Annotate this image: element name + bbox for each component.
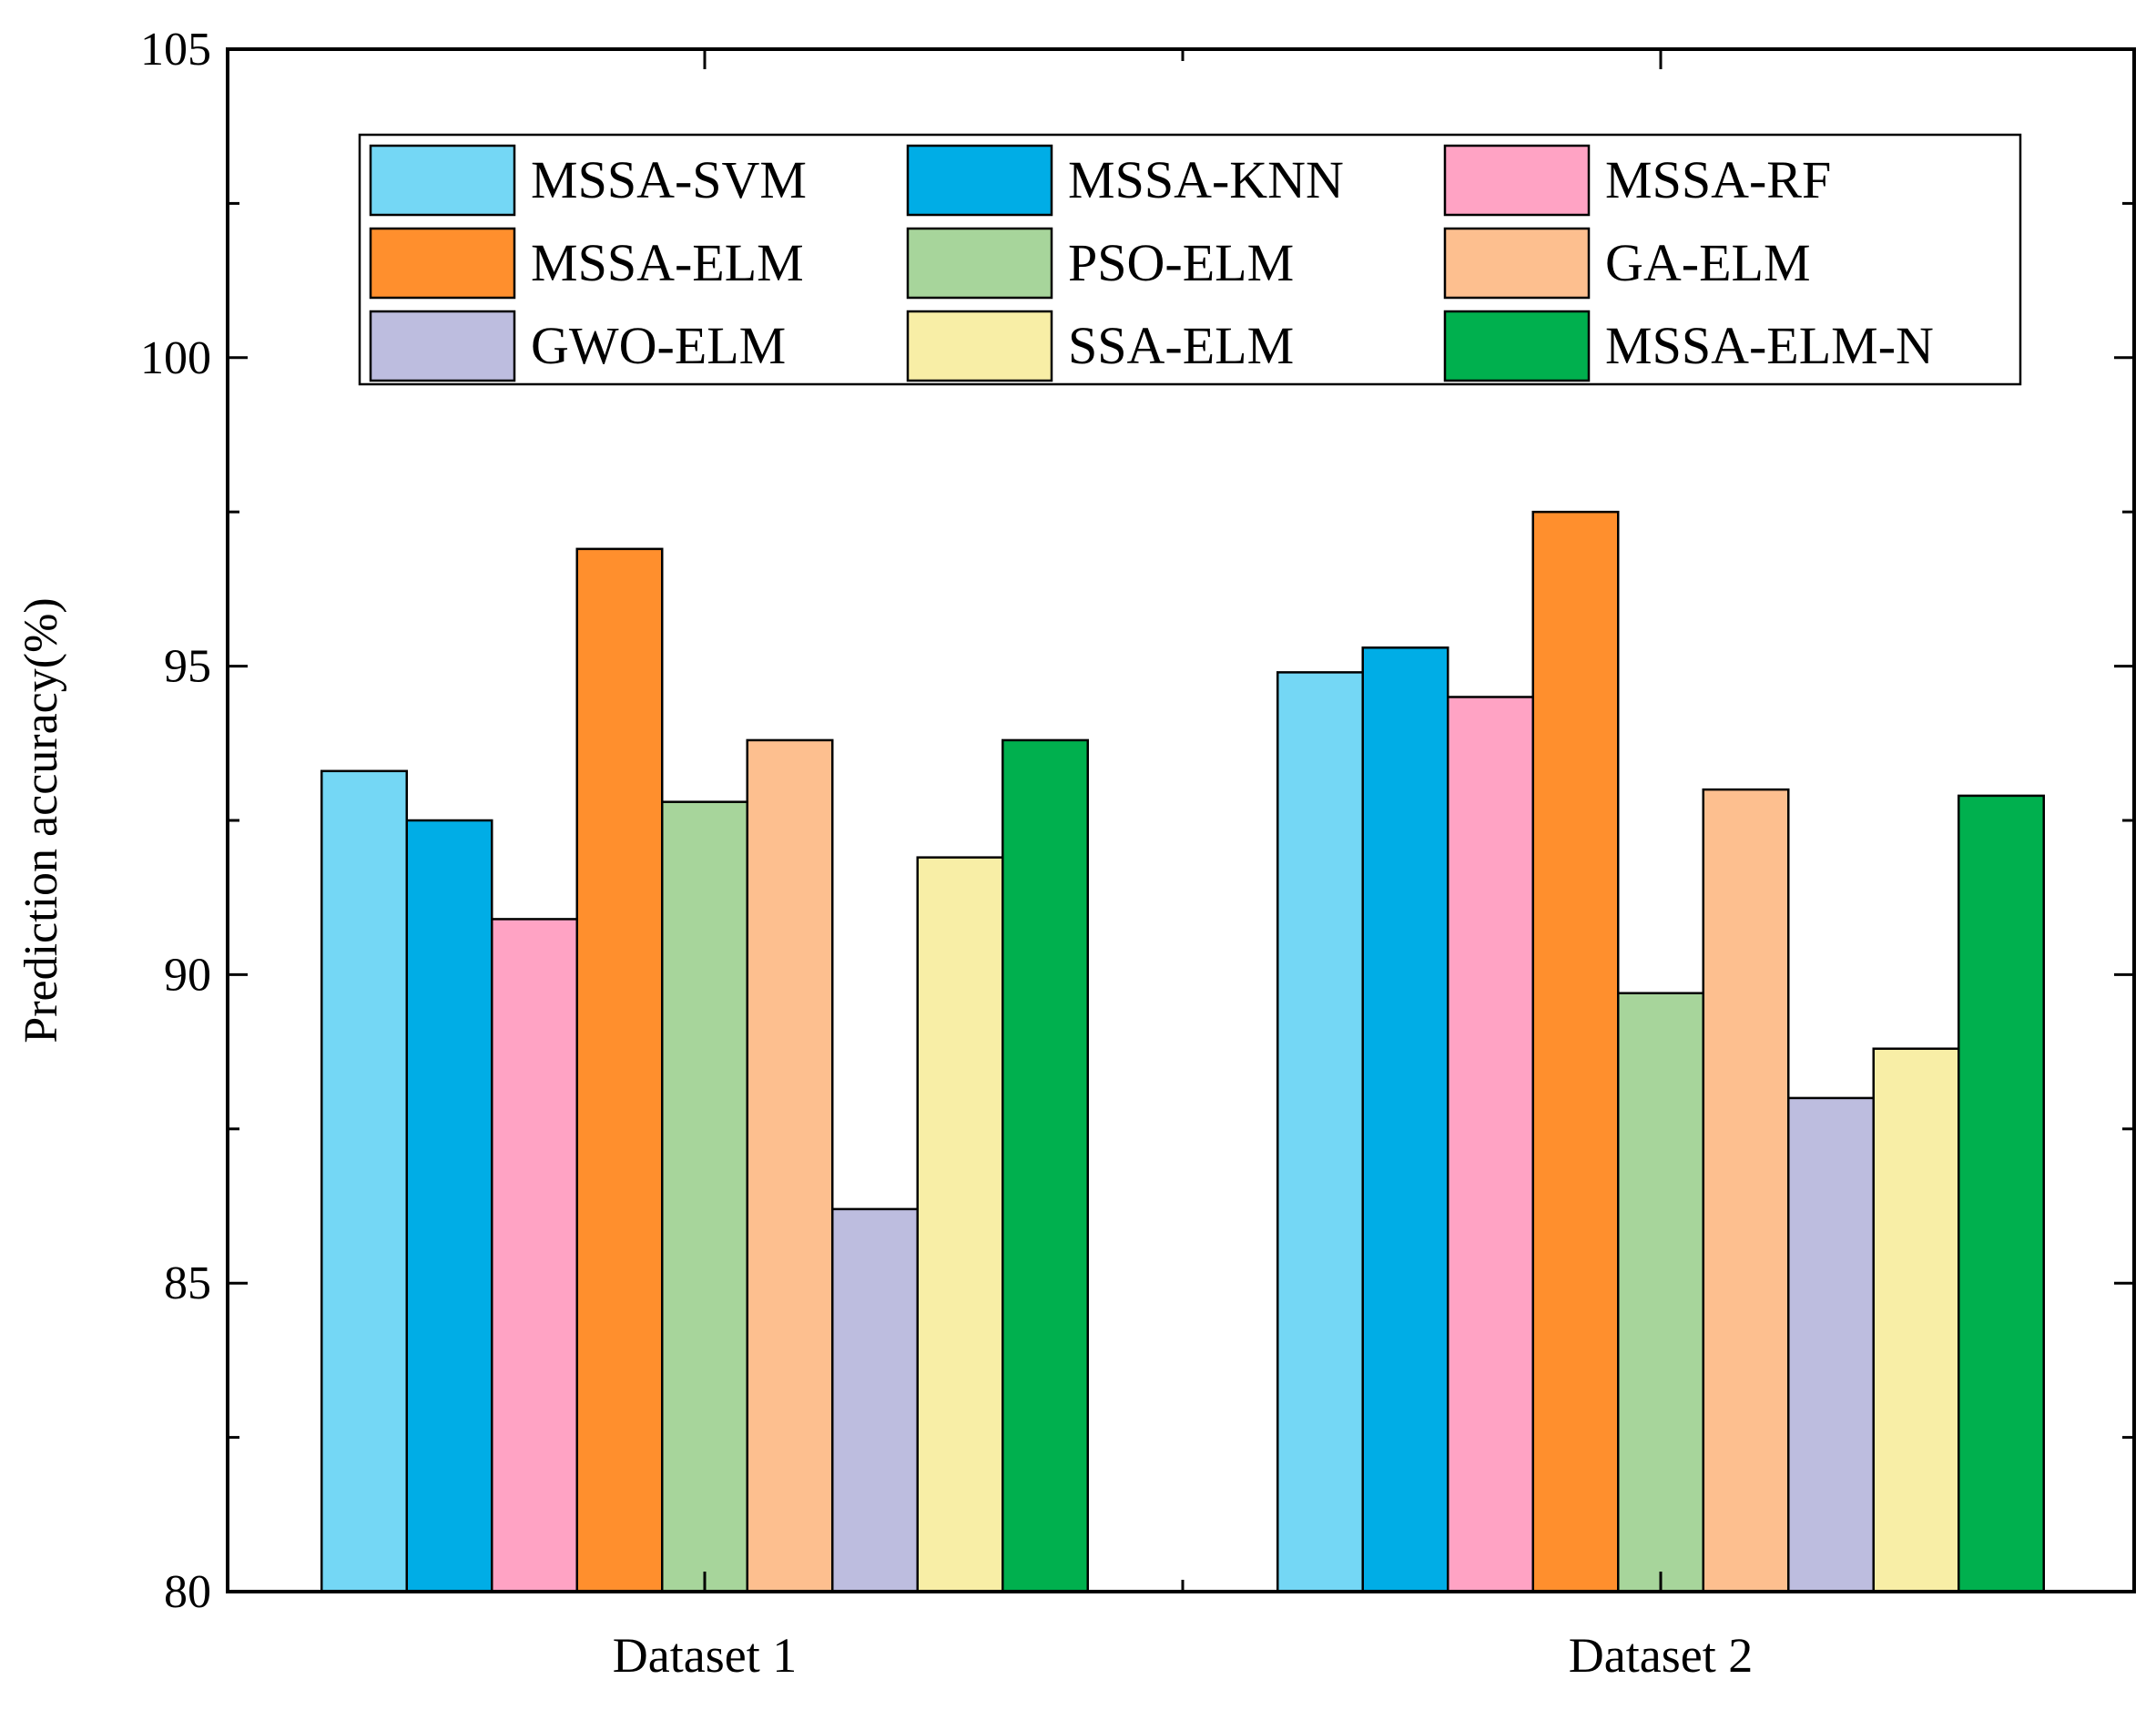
bar-mssa-elm-1	[575, 547, 664, 1593]
legend-label: MSSA-ELM	[531, 233, 804, 292]
y-tick-label: 90	[164, 949, 211, 1001]
legend-label: MSSA-ELM-N	[1605, 316, 1934, 375]
legend-swatch	[369, 227, 516, 300]
legend-swatch	[1443, 310, 1591, 382]
legend-box	[358, 133, 2022, 386]
legend-swatch	[1443, 227, 1591, 300]
x-tick-label: Dataset 2	[1569, 1628, 1753, 1683]
bar-mssa-elm-n-2	[1958, 794, 2045, 1593]
y-tick-label: 85	[164, 1257, 211, 1309]
bar-ssa-elm-1	[916, 856, 1004, 1593]
bar-mssa-svm-1	[320, 769, 408, 1593]
legend-swatch	[906, 227, 1053, 300]
y-axis-label: Prediction accuracy(%)	[15, 597, 67, 1043]
legend-swatch	[906, 144, 1053, 217]
bar-ssa-elm-2	[1872, 1047, 1960, 1593]
bar-mssa-elm-2	[1531, 510, 1620, 1593]
legend-label: MSSA-KNN	[1068, 150, 1344, 209]
bar-mssa-svm-2	[1276, 671, 1364, 1593]
legend-label: PSO-ELM	[1068, 233, 1294, 292]
bar-mssa-rf-1	[491, 918, 578, 1593]
legend-swatch	[369, 144, 516, 217]
legend-label: GWO-ELM	[531, 316, 786, 375]
y-tick-label: 95	[164, 641, 211, 693]
bar-gwo-elm-2	[1787, 1096, 1875, 1593]
x-tick-labels: Dataset 1 Dataset 2	[613, 1628, 1753, 1683]
legend-swatch	[369, 310, 516, 382]
legend: MSSA-SVM MSSA-KNN MSSA-RF MSSA-ELM PSO-ELM GA…	[358, 133, 2022, 386]
bar-ga-elm-1	[746, 738, 834, 1593]
bar-pso-elm-1	[661, 800, 748, 1593]
bars-layer	[320, 510, 2045, 1593]
y-tick-label: 105	[140, 24, 211, 76]
legend-label: GA-ELM	[1605, 233, 1811, 292]
bar-ga-elm-2	[1702, 788, 1790, 1593]
legend-label: MSSA-RF	[1605, 150, 1831, 209]
bar-mssa-elm-n-1	[1002, 738, 1089, 1593]
legend-label: SSA-ELM	[1068, 316, 1294, 375]
bar-mssa-rf-2	[1447, 696, 1534, 1593]
legend-label: MSSA-SVM	[531, 150, 807, 209]
bar-mssa-knn-1	[405, 819, 493, 1593]
legend-swatch	[906, 310, 1053, 382]
bar-mssa-knn-2	[1361, 646, 1449, 1593]
bar-gwo-elm-1	[831, 1207, 919, 1593]
y-tick-label: 80	[164, 1566, 211, 1618]
legend-swatch	[1443, 144, 1591, 217]
y-tick-label: 100	[140, 332, 211, 384]
axis-ticks	[228, 47, 2134, 1593]
x-tick-label: Dataset 1	[613, 1628, 797, 1683]
y-tick-labels: 80 85 90 95 100 105	[140, 24, 211, 1618]
bar-pso-elm-2	[1617, 992, 1704, 1593]
